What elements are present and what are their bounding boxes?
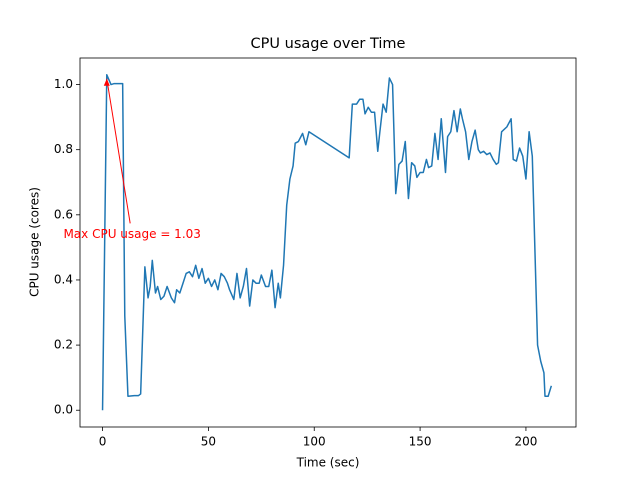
y-tick-label: 1.0 — [54, 77, 73, 91]
x-tick-label: 100 — [303, 435, 326, 449]
y-tick-label: 0.0 — [54, 403, 73, 417]
annotation-text: Max CPU usage = 1.03 — [63, 227, 200, 241]
chart-title: CPU usage over Time — [251, 36, 406, 52]
y-tick-label: 0.8 — [54, 142, 73, 156]
x-tick-label: 0 — [99, 435, 107, 449]
x-tick-label: 150 — [409, 435, 432, 449]
data-line — [101, 74, 553, 411]
annotation-arrow — [106, 78, 131, 224]
annotation-arrowhead — [103, 78, 110, 86]
x-axis-label: Time (sec) — [296, 456, 360, 470]
y-tick-label: 0.2 — [54, 338, 73, 352]
y-tick-label: 0.6 — [54, 207, 73, 221]
x-tick-label: 200 — [514, 435, 537, 449]
x-tick-label: 50 — [201, 435, 216, 449]
y-axis-label: CPU usage (cores) — [28, 187, 42, 297]
plot-frame — [79, 57, 577, 428]
y-tick-label: 0.4 — [54, 272, 73, 286]
